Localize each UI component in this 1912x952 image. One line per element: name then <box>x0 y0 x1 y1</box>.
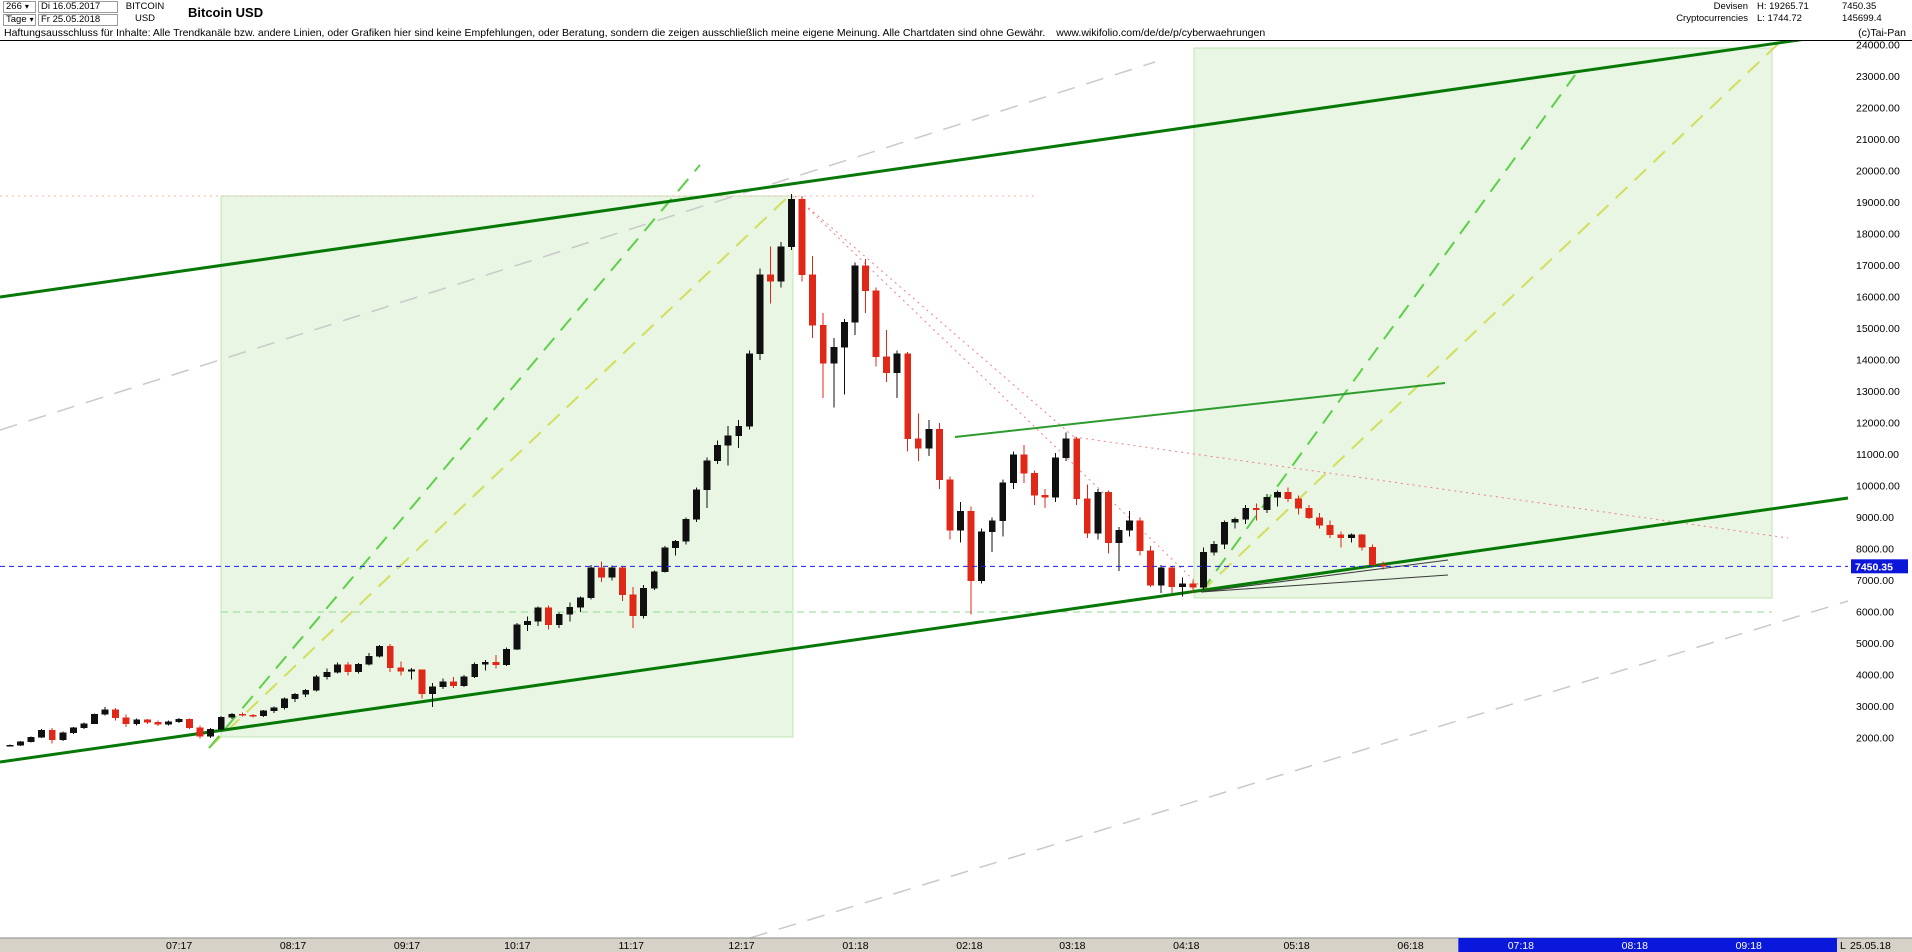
svg-text:17000.00: 17000.00 <box>1856 260 1900 272</box>
subcategory-label: Cryptocurrencies <box>1676 13 1748 24</box>
svg-text:22000.00: 22000.00 <box>1856 103 1900 115</box>
svg-text:15000.00: 15000.00 <box>1856 323 1900 335</box>
header-toolbar: 266 ▾ Di 16.05.2017 Tage ▾ Fr 25.05.2018 B… <box>0 0 1912 27</box>
svg-text:9000.00: 9000.00 <box>1856 512 1894 524</box>
svg-text:07:18: 07:18 <box>1508 940 1534 952</box>
category-block: Devisen Cryptocurrencies <box>1652 1 1748 25</box>
disclaimer-url: www.wikifolio.com/de/de/p/cyberwaehrunge… <box>1056 27 1266 39</box>
svg-text:L: L <box>1840 940 1846 952</box>
svg-text:3000.00: 3000.00 <box>1856 701 1894 713</box>
svg-text:06:18: 06:18 <box>1397 940 1423 952</box>
svg-text:4000.00: 4000.00 <box>1856 670 1894 682</box>
svg-text:25.05.18: 25.05.18 <box>1850 940 1891 952</box>
candles-layer <box>6 194 1387 747</box>
mid-trendline <box>954 382 1446 438</box>
last-values-block: 7450.35 145699.4 <box>1842 1 1908 25</box>
svg-text:03:18: 03:18 <box>1059 940 1085 952</box>
category-label: Devisen <box>1713 1 1748 12</box>
gray-channel-lower <box>749 600 1849 939</box>
rally-trend-green-left <box>208 164 701 749</box>
svg-text:23000.00: 23000.00 <box>1856 71 1900 83</box>
low-label: L: 1744.72 <box>1757 13 1802 24</box>
symbol-name: BITCOIN <box>125 1 165 12</box>
period-select[interactable]: Tage ▾ <box>3 14 36 26</box>
svg-text:24000.00: 24000.00 <box>1856 41 1900 52</box>
decline-line-1 <box>794 195 1075 438</box>
last-price-label: 7450.35 <box>1842 1 1877 12</box>
svg-text:09:17: 09:17 <box>394 940 420 952</box>
svg-text:18000.00: 18000.00 <box>1856 229 1900 241</box>
gray-channel-upper <box>0 61 1156 431</box>
chevron-down-icon: ▾ <box>24 2 29 11</box>
svg-text:5000.00: 5000.00 <box>1856 638 1894 650</box>
date-to-field[interactable]: Fr 25.05.2018 <box>38 14 118 26</box>
svg-text:02:18: 02:18 <box>956 940 982 952</box>
symbol-currency: USD <box>134 13 156 24</box>
channel-lower <box>0 496 1849 764</box>
bars-count-value: 266 <box>6 1 22 12</box>
volume-label: 145699.4 <box>1842 13 1882 24</box>
x-axis[interactable]: 07:17 08:17 09:17 10:17 11:17 12:17 01:18 02:18… <box>0 937 1912 952</box>
channel-upper <box>0 31 1849 299</box>
high-low-block: H: 19265.71 L: 1744.72 <box>1757 1 1837 25</box>
svg-text:08:18: 08:18 <box>1622 940 1648 952</box>
chart-area[interactable]: 24000.00 23000.00 22000.00 21000.00 20000.00… <box>0 31 1912 952</box>
svg-text:19000.00: 19000.00 <box>1856 197 1900 209</box>
future-range-highlight <box>1458 938 1837 952</box>
svg-text:04:18: 04:18 <box>1173 940 1199 952</box>
shaded-regions <box>220 47 1773 738</box>
svg-text:09:18: 09:18 <box>1736 940 1762 952</box>
trendlines-front <box>0 559 1848 593</box>
bars-count-select[interactable]: 266 ▾ <box>3 1 36 13</box>
high-label: H: 19265.71 <box>1757 1 1809 12</box>
date-from-field[interactable]: Di 16.05.2017 <box>38 1 118 13</box>
svg-text:01:18: 01:18 <box>842 940 868 952</box>
svg-text:10:17: 10:17 <box>504 940 530 952</box>
period-value: Tage <box>6 14 27 25</box>
disclaimer-bar: Haftungsausschluss für Inhalte: Alle Tre… <box>0 27 1912 41</box>
chart-title: Bitcoin USD <box>188 5 264 20</box>
svg-text:7450.35: 7450.35 <box>1855 561 1893 573</box>
y-axis: 24000.00 23000.00 22000.00 21000.00 20000.00… <box>1851 40 1908 745</box>
svg-text:14000.00: 14000.00 <box>1856 355 1900 367</box>
svg-text:05:18: 05:18 <box>1283 940 1309 952</box>
svg-text:6000.00: 6000.00 <box>1856 607 1894 619</box>
recovery-zone <box>1193 47 1773 599</box>
wedge-upper <box>1200 559 1449 593</box>
disclaimer-text: Haftungsausschluss für Inhalte: Alle Tre… <box>4 27 1046 39</box>
svg-text:11:17: 11:17 <box>618 940 644 952</box>
decline-line-3 <box>794 195 1205 591</box>
last-price-tag <box>1851 559 1908 574</box>
uptrend-zone <box>220 195 794 738</box>
chevron-down-icon: ▾ <box>29 15 34 24</box>
copyright-label: (c)Tai-Pan <box>1858 27 1906 39</box>
decline-line-2 <box>1073 436 1789 539</box>
svg-text:07:17: 07:17 <box>166 940 192 952</box>
svg-text:2000.00: 2000.00 <box>1856 733 1894 745</box>
svg-text:13000.00: 13000.00 <box>1856 386 1900 398</box>
svg-text:8000.00: 8000.00 <box>1856 544 1894 556</box>
bitcoin-price-chart[interactable]: 24000.00 23000.00 22000.00 21000.00 20000.00… <box>0 31 1912 952</box>
symbol-label: BITCOIN USD <box>120 1 170 25</box>
rally-trend-green-right <box>1200 74 1576 593</box>
wedge-lower <box>1200 574 1449 593</box>
svg-text:12000.00: 12000.00 <box>1856 418 1900 430</box>
x-axis-bar <box>0 938 1912 952</box>
rally-trend-yellow-left <box>208 191 794 749</box>
svg-text:7000.00: 7000.00 <box>1856 575 1894 587</box>
svg-text:08:17: 08:17 <box>280 940 306 952</box>
svg-text:16000.00: 16000.00 <box>1856 292 1900 304</box>
svg-text:11000.00: 11000.00 <box>1856 449 1899 461</box>
svg-text:12:17: 12:17 <box>728 940 754 952</box>
svg-text:20000.00: 20000.00 <box>1856 166 1900 178</box>
svg-text:10000.00: 10000.00 <box>1856 481 1900 493</box>
svg-text:21000.00: 21000.00 <box>1856 134 1900 146</box>
